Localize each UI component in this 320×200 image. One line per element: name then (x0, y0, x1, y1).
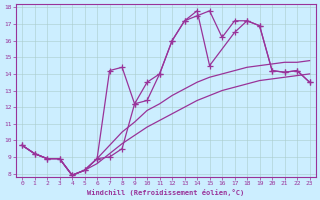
X-axis label: Windchill (Refroidissement éolien,°C): Windchill (Refroidissement éolien,°C) (87, 189, 244, 196)
